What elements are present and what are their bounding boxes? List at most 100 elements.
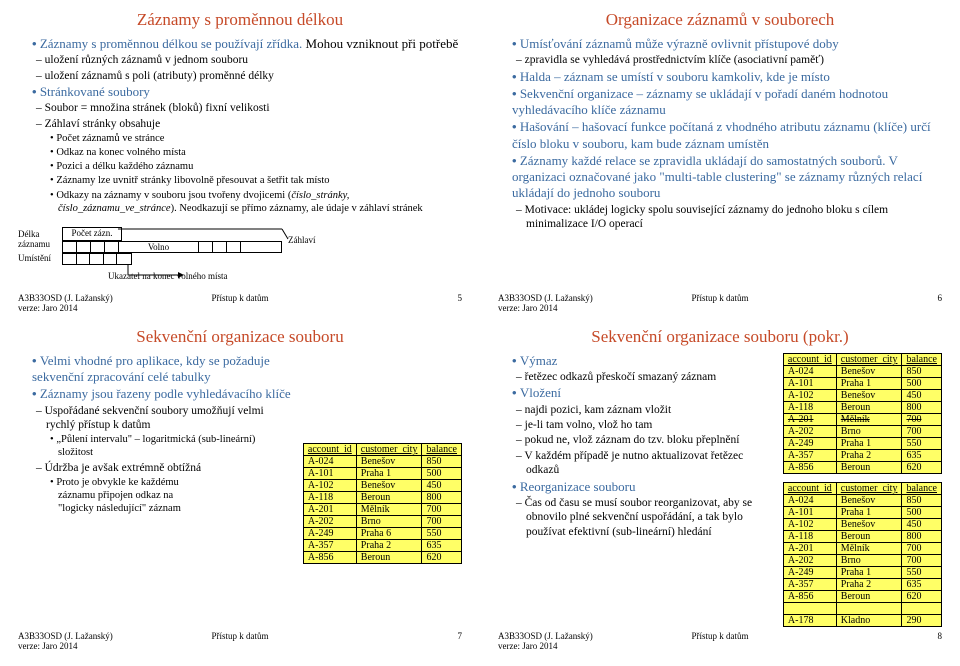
table-row: A-201Mělník700	[303, 503, 461, 515]
diag-label: Umístění	[18, 253, 51, 263]
table-cell: 500	[902, 377, 942, 389]
footer-author: A3B33OSD (J. Lažanský)	[498, 631, 593, 641]
table-cell: A-201	[783, 542, 836, 554]
slide-title: Záznamy s proměnnou délkou	[18, 10, 462, 30]
table-cell: A-357	[783, 578, 836, 590]
table-cell: Mělník	[836, 542, 902, 554]
table-row: A-856Beroun620	[303, 551, 461, 563]
table-cell: A-201	[303, 503, 356, 515]
table-cell: 800	[902, 401, 942, 413]
table-cell: Benešov	[356, 479, 422, 491]
table-cell: Beroun	[836, 590, 902, 602]
table-row: A-856Beroun620	[783, 461, 941, 473]
table-row: A-101Praha 1500	[783, 506, 941, 518]
text: Velmi vhodné pro aplikace, kdy se požadu…	[32, 353, 293, 386]
table-cell: A-202	[303, 515, 356, 527]
table-cell: Beroun	[836, 530, 902, 542]
table-cell: A-249	[303, 527, 356, 539]
table-cell: Benešov	[356, 455, 422, 467]
table-cell: Praha 1	[836, 377, 902, 389]
table-cell: A-249	[783, 437, 836, 449]
table-row: A-202Brno700	[783, 425, 941, 437]
slide-footer: A3B33OSD (J. Lažanský)verze: Jaro 2014 P…	[498, 631, 942, 651]
table-cell: Brno	[836, 425, 902, 437]
table-cell: A-024	[303, 455, 356, 467]
table-cell: A-101	[303, 467, 356, 479]
text: Záznamy každé relace se zpravidla ukláda…	[512, 153, 942, 202]
table-cell: Beroun	[836, 461, 902, 473]
table-cell: A-202	[783, 425, 836, 437]
table-cell: A-102	[303, 479, 356, 491]
table-cell: 620	[422, 551, 462, 563]
text: Výmaz	[512, 353, 773, 369]
col-header: balance	[422, 443, 462, 455]
text: Motivace: ukládej logicky spolu souvisej…	[512, 203, 942, 232]
footer-center: Přístup k datům	[691, 631, 748, 641]
table-cell: Benešov	[836, 365, 902, 377]
table-row: A-118Beroun800	[303, 491, 461, 503]
footer-center: Přístup k datům	[211, 293, 268, 303]
table-cell: A-202	[783, 554, 836, 566]
text: Hašování – hašovací funkce počítaná z vh…	[512, 119, 942, 152]
table-cell: Praha 1	[836, 506, 902, 518]
table-row: A-024Benešov850	[783, 494, 941, 506]
table-cell: 450	[422, 479, 462, 491]
table-row: A-201Mělník700	[783, 542, 941, 554]
table-cell: Benešov	[836, 389, 902, 401]
table-cell: 635	[902, 578, 942, 590]
table-row: A-102Benešov450	[783, 389, 941, 401]
table-cell: 500	[422, 467, 462, 479]
footer-version: verze: Jaro 2014	[18, 641, 77, 651]
text: Záznamy jsou řazeny podle vyhledávacího …	[32, 386, 293, 402]
table-row: A-102Benešov450	[783, 518, 941, 530]
table-cell: Benešov	[836, 494, 902, 506]
table-cell: A-101	[783, 506, 836, 518]
table-cell: 850	[902, 494, 942, 506]
table-row: A-249Praha 1550	[783, 566, 941, 578]
table-row: A-357Praha 2635	[783, 449, 941, 461]
table-cell: Mělník	[836, 413, 902, 425]
text: Záznamy lze uvnitř stránky libovolně pře…	[32, 174, 462, 187]
slide-8: Sekvenční organizace souboru (pokr.) Vým…	[480, 317, 960, 655]
table-cell	[902, 602, 942, 614]
table-cell: Praha 1	[356, 467, 422, 479]
table-cell: Praha 2	[836, 578, 902, 590]
table-cell: A-118	[783, 530, 836, 542]
footer-author: A3B33OSD (J. Lažanský)	[18, 631, 113, 641]
text: Umísťování záznamů může výrazně ovlivnit…	[512, 36, 942, 52]
col-header: customer_city	[836, 353, 902, 365]
table-row: A-102Benešov450	[303, 479, 461, 491]
table-cell: Kladno	[836, 614, 902, 626]
slide-number: 5	[458, 293, 463, 313]
text: Mohou vzniknout při potřebě	[306, 36, 459, 51]
text: zpravidla se vyhledává prostřednictvím k…	[512, 53, 942, 67]
table-row: A-024Benešov850	[783, 365, 941, 377]
table-cell: A-024	[783, 365, 836, 377]
table-cell: 850	[422, 455, 462, 467]
table-row: A-202Brno700	[783, 554, 941, 566]
slide-number: 8	[938, 631, 943, 651]
table-cell: A-856	[783, 590, 836, 602]
table-row: A-856Beroun620	[783, 590, 941, 602]
text: Odkazy na záznamy v souboru jsou tvořeny…	[56, 190, 291, 201]
footer-version: verze: Jaro 2014	[498, 303, 557, 313]
text: je-li tam volno, vlož ho tam	[512, 418, 773, 432]
slide-title: Organizace záznamů v souborech	[498, 10, 942, 30]
footer-version: verze: Jaro 2014	[18, 303, 77, 313]
slide-footer: A3B33OSD (J. Lažanský)verze: Jaro 2014 P…	[498, 293, 942, 313]
table-cell	[836, 602, 902, 614]
slide-number: 7	[458, 631, 463, 651]
table-cell: 550	[422, 527, 462, 539]
table-cell: 450	[902, 518, 942, 530]
table-row: A-101Praha 1500	[783, 377, 941, 389]
col-header: customer_city	[836, 482, 902, 494]
table-cell: 700	[902, 413, 942, 425]
table-cell: Brno	[836, 554, 902, 566]
table-cell: Praha 1	[836, 437, 902, 449]
text: Proto je obvykle ke každému záznamu přip…	[32, 476, 192, 515]
diag-label: Délka záznamu	[18, 229, 58, 249]
text: Reorganizace souboru	[512, 479, 773, 495]
table-row: A-357Praha 2635	[303, 539, 461, 551]
table-row: A-357Praha 2635	[783, 578, 941, 590]
slide-footer: A3B33OSD (J. Lažanský)verze: Jaro 2014 P…	[18, 293, 462, 313]
